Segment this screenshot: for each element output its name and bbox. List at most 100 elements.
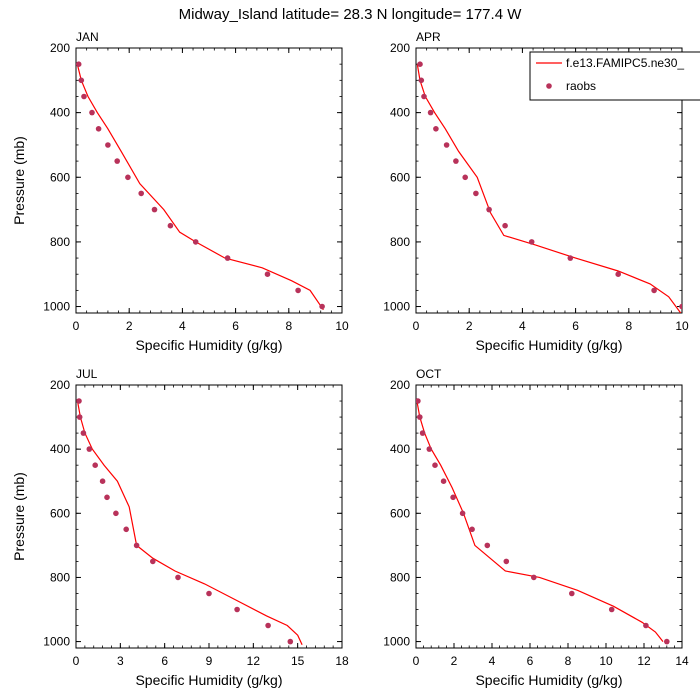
obs-point [643,622,649,629]
x-axis-label: Specific Humidity (g/kg) [475,337,622,353]
x-tick-label: 10 [675,319,689,333]
panel-title: JAN [76,30,99,44]
plot-area [76,61,325,311]
x-tick-label: 0 [73,654,80,668]
obs-point [417,414,423,420]
obs-point [76,61,82,67]
obs-point [503,558,510,565]
x-tick-label: 0 [413,319,420,333]
obs-point [104,494,110,501]
y-axis-label: Pressure (mb) [11,136,27,225]
y-tick-label: 600 [50,170,70,184]
obs-point [206,590,212,597]
x-tick-label: 6 [572,319,579,333]
obs-point [421,93,427,100]
y-tick-label: 600 [390,170,410,184]
obs-point [531,574,537,581]
obs-point [417,61,423,67]
obs-point [76,398,82,404]
legend-obs-label: raobs [566,79,596,93]
series-line-model [76,400,303,646]
y-tick-label: 400 [50,106,70,120]
panel-title: OCT [416,367,442,381]
panel-title: APR [416,30,441,44]
y-tick-label: 600 [390,506,410,520]
plot-frame [75,384,343,649]
obs-point [81,93,87,100]
x-tick-label: 2 [126,319,133,333]
obs-point [92,462,98,469]
x-tick-label: 2 [451,654,458,668]
obs-point [123,526,129,533]
obs-point [78,77,85,84]
obs-point [427,109,434,116]
y-tick-label: 800 [50,570,70,584]
obs-point [450,494,456,501]
plot-frame [415,384,683,649]
y-tick-label: 200 [390,41,410,55]
y-tick-label: 800 [390,235,410,249]
obs-point [528,239,535,245]
panel-oct: OCT 0 2 4 6 8 10 12 14 200 400 600 800 1000 Specific H… [383,367,689,688]
x-tick-label: 6 [527,654,534,668]
x-tick-label: 6 [161,654,168,668]
obs-point [419,430,426,436]
obs-point [224,255,231,261]
obs-point [608,606,615,613]
plot-frame [75,47,343,314]
plot-area [76,398,303,646]
obs-point [86,446,93,452]
legend-box [529,51,700,101]
obs-point [469,526,475,533]
plot-area [416,398,670,645]
obs-point [486,206,492,213]
obs-point [234,606,240,613]
obs-point [432,462,438,469]
y-tick-label: 800 [50,235,70,249]
plot-frame [415,47,683,314]
panel-jul: JUL 0 3 6 9 12 15 18 200 400 600 800 1000 Specific Hu… [11,367,349,688]
x-tick-label: 6 [232,319,239,333]
obs-point [295,287,301,294]
x-tick-label: 12 [637,654,651,668]
x-tick-label: 18 [335,654,349,668]
obs-point [167,222,174,229]
y-tick-label: 1000 [383,300,410,314]
y-tick-label: 400 [390,106,410,120]
x-axis-label: Specific Humidity (g/kg) [475,672,622,688]
obs-point [433,126,439,132]
obs-point [99,478,106,485]
obs-point [459,510,466,517]
obs-point [175,574,181,581]
obs-point [664,638,670,645]
legend-obs-marker [546,83,552,89]
x-tick-label: 8 [625,319,632,333]
panel-jan: JAN 0 2 4 6 8 10 200 400 600 800 1000 Specific Humid… [11,30,349,353]
obs-point [264,271,271,278]
obs-point [319,303,325,310]
panel-apr: APR 0 2 4 6 8 10 200 400 600 800 1000 Specific Humid… [383,30,689,353]
legend-model-label: f.e13.FAMIPC5.ne30_ [566,56,684,70]
y-tick-label: 1000 [43,635,70,649]
figure-title: Midway_Island latitude= 28.3 N longitude… [179,6,523,23]
y-tick-label: 200 [390,378,410,392]
x-tick-label: 2 [466,319,473,333]
legend: f.e13.FAMIPC5.ne30_ raobs [529,51,700,101]
obs-point [615,271,621,278]
obs-point [125,174,131,181]
series-line-model [416,64,682,313]
y-tick-label: 400 [50,442,70,456]
x-tick-label: 10 [335,319,349,333]
x-tick-label: 12 [247,654,261,668]
obs-point [105,142,111,148]
obs-point [133,542,140,549]
obs-point [440,478,447,485]
obs-point [151,206,158,213]
x-tick-label: 3 [117,654,124,668]
y-axis-label: Pressure (mb) [11,472,27,561]
obs-point [462,174,469,181]
panel-title: JUL [76,367,98,381]
obs-point [150,558,156,565]
